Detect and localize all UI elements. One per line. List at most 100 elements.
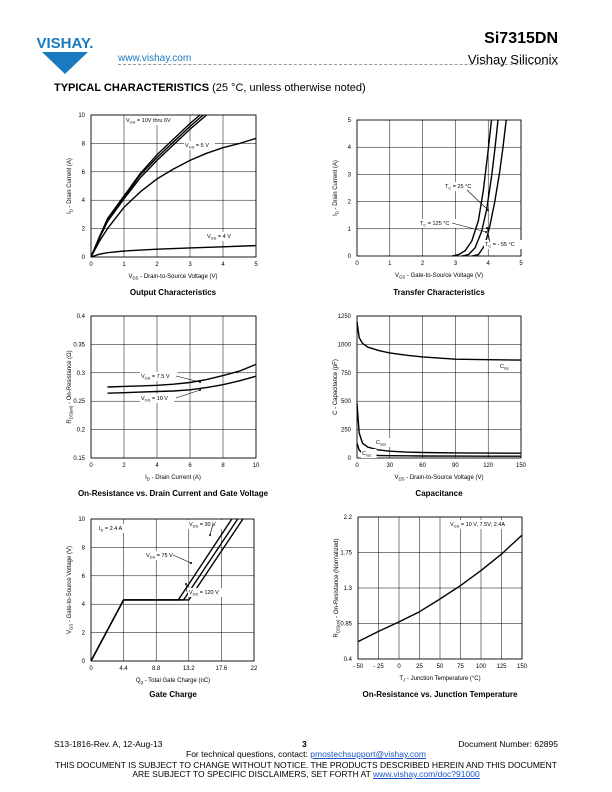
- disclaimer-line-1: THIS DOCUMENT IS SUBJECT TO CHANGE WITHO…: [55, 760, 557, 770]
- gate-chart-title: Gate Charge: [149, 690, 197, 699]
- doc-revision: S13-1816-Rev. A, 12-Aug-13: [54, 739, 163, 749]
- output-x-tick-label: 1: [122, 262, 126, 268]
- gate-label-arrowhead: [185, 583, 187, 585]
- transfer-series-label: TC​ = - 55 °C: [485, 242, 515, 249]
- cap-label-bg: [361, 449, 377, 458]
- onres-x-tick-label: 10: [253, 463, 260, 469]
- output-series-line: [90, 114, 201, 258]
- cap-y-tick-label: 500: [341, 399, 352, 405]
- onres-label-bg: [140, 394, 175, 403]
- temp-x-tick-label: 100: [476, 664, 487, 670]
- output-series-line: [90, 244, 257, 258]
- gate-series-line: [90, 518, 233, 662]
- onres-y-tick-label: 0.2: [77, 428, 86, 434]
- cap-series-label: Coss​: [376, 440, 386, 447]
- temp-y-tick-label: 1.3: [344, 586, 353, 592]
- transfer-label-arrow: [466, 189, 489, 211]
- gate-y-tick-label: 6: [82, 574, 86, 580]
- temp-x-tick-label: 125: [496, 664, 507, 670]
- output-label-bg: [184, 141, 215, 150]
- section-title-bold: TYPICAL CHARACTERISTICS: [54, 82, 210, 94]
- gate-label-bg: [98, 524, 133, 533]
- transfer-x-axis-title: VGS​ - Gate-to-Source Voltage (V): [395, 273, 483, 280]
- cap-y-tick-label: 1250: [338, 314, 352, 320]
- output-x-tick-label: 4: [221, 262, 225, 268]
- disclaimer-line-2: ARE SUBJECT TO SPECIFIC DISCLAIMERS, SET…: [0, 769, 612, 779]
- temp-label-bg: [449, 520, 521, 529]
- transfer-x-tick-label: 3: [454, 261, 458, 267]
- disclaimer-link[interactable]: www.vishay.com/doc?91000: [373, 769, 480, 779]
- onres-y-tick-label: 0.4: [77, 314, 86, 320]
- onres-x-tick-label: 2: [122, 463, 126, 469]
- contact-email-link[interactable]: pmostechsupport@vishay.com: [310, 749, 426, 759]
- transfer-y-tick-label: 0: [348, 254, 352, 260]
- gate-y-tick-label: 2: [82, 631, 86, 637]
- transfer-series-label: TC​ = 25 °C: [445, 184, 471, 191]
- transfer-y-axis-title: ID​ - Drain Current (A): [333, 160, 340, 216]
- temp-x-tick-label: - 25: [373, 664, 384, 670]
- output-x-axis-title: VDS​ - Drain-to-Source Voltage (V): [128, 274, 217, 281]
- output-y-tick-label: 10: [78, 113, 85, 119]
- output-series-label: VGS​ = 10V thru 6V: [126, 118, 171, 125]
- temp-x-tick-label: 0: [397, 664, 401, 670]
- output-series-line: [90, 137, 257, 258]
- output-x-tick-label: 2: [155, 262, 159, 268]
- output-series-label: VGS​ = 5 V: [185, 143, 209, 150]
- cap-y-tick-label: 250: [341, 428, 352, 434]
- gate-label-arrowhead: [190, 562, 192, 564]
- cap-series-label: Crss​: [362, 451, 371, 458]
- page-number: 3: [302, 739, 307, 749]
- cap-frame: [356, 315, 522, 459]
- gate-y-tick-label: 4: [82, 602, 86, 608]
- cap-x-tick-label: 60: [419, 463, 426, 469]
- temp-y-tick-label: 2.2: [344, 515, 353, 521]
- output-y-tick-label: 6: [82, 170, 86, 176]
- gate-x-axis-title: Qg​ - Total Gate Charge (nC): [136, 678, 210, 685]
- temp-series-label: VGS​ = 10 V, 7.5V; 2.4A: [450, 522, 505, 529]
- transfer-label-arrow: [451, 222, 487, 233]
- vishay-logo-text: VISHAY.: [37, 35, 94, 52]
- transfer-frame: [356, 119, 522, 257]
- transfer-label-arrow: [486, 227, 491, 243]
- transfer-x-tick-label: 1: [388, 261, 392, 267]
- onres-y-tick-label: 0.35: [73, 342, 85, 348]
- gate-series-label: VDS​ = 120 V: [189, 590, 219, 597]
- gate-label-arrow: [172, 554, 192, 564]
- output-y-tick-label: 0: [82, 255, 86, 261]
- output-label-bg: [125, 116, 181, 125]
- transfer-series-line: [451, 119, 493, 257]
- header-divider: [118, 64, 558, 65]
- cap-x-tick-label: 30: [386, 463, 393, 469]
- gate-y-axis-title: VGS​ - Gate-to-Source Voltage (V): [67, 546, 74, 634]
- temp-x-tick-label: 75: [457, 664, 464, 670]
- output-y-tick-label: 4: [82, 198, 86, 204]
- cap-y-axis-title: C - Capacitance (pF): [333, 359, 339, 415]
- temp-x-axis-title: TJ​ - Junction Temperature (°C): [399, 676, 480, 683]
- temp-x-tick-label: - 50: [353, 664, 364, 670]
- transfer-y-tick-label: 1: [348, 227, 352, 233]
- temp-frame: [357, 516, 523, 660]
- document-number: Document Number: 62895: [458, 739, 558, 749]
- header-url[interactable]: www.vishay.com: [118, 53, 192, 64]
- contact-line: For technical questions, contact: pmoste…: [0, 749, 612, 759]
- transfer-series-label: TC​ = 125 °C: [420, 221, 449, 228]
- output-y-tick-label: 2: [82, 227, 86, 233]
- gate-label-arrow: [185, 583, 188, 593]
- cap-y-tick-label: 750: [341, 371, 352, 377]
- company-name: Vishay Siliconix: [467, 52, 558, 67]
- part-number: Si7315DN: [484, 30, 558, 47]
- cap-series-line: [356, 403, 522, 454]
- onres-series-line: [107, 375, 257, 394]
- transfer-y-tick-label: 4: [348, 145, 352, 151]
- onres-x-tick-label: 4: [155, 463, 159, 469]
- gate-y-tick-label: 0: [82, 659, 86, 665]
- cap-x-tick-label: 0: [355, 463, 359, 469]
- output-y-tick-label: 8: [82, 141, 86, 147]
- cap-series-label: Ciss​: [500, 364, 509, 371]
- gate-y-tick-label: 10: [78, 517, 85, 523]
- transfer-label-arrowhead: [485, 231, 487, 233]
- onres-label-arrowhead: [199, 381, 201, 383]
- onres-label-bg: [140, 372, 178, 381]
- gate-series-label: ID​ = 2.4 A: [99, 526, 123, 533]
